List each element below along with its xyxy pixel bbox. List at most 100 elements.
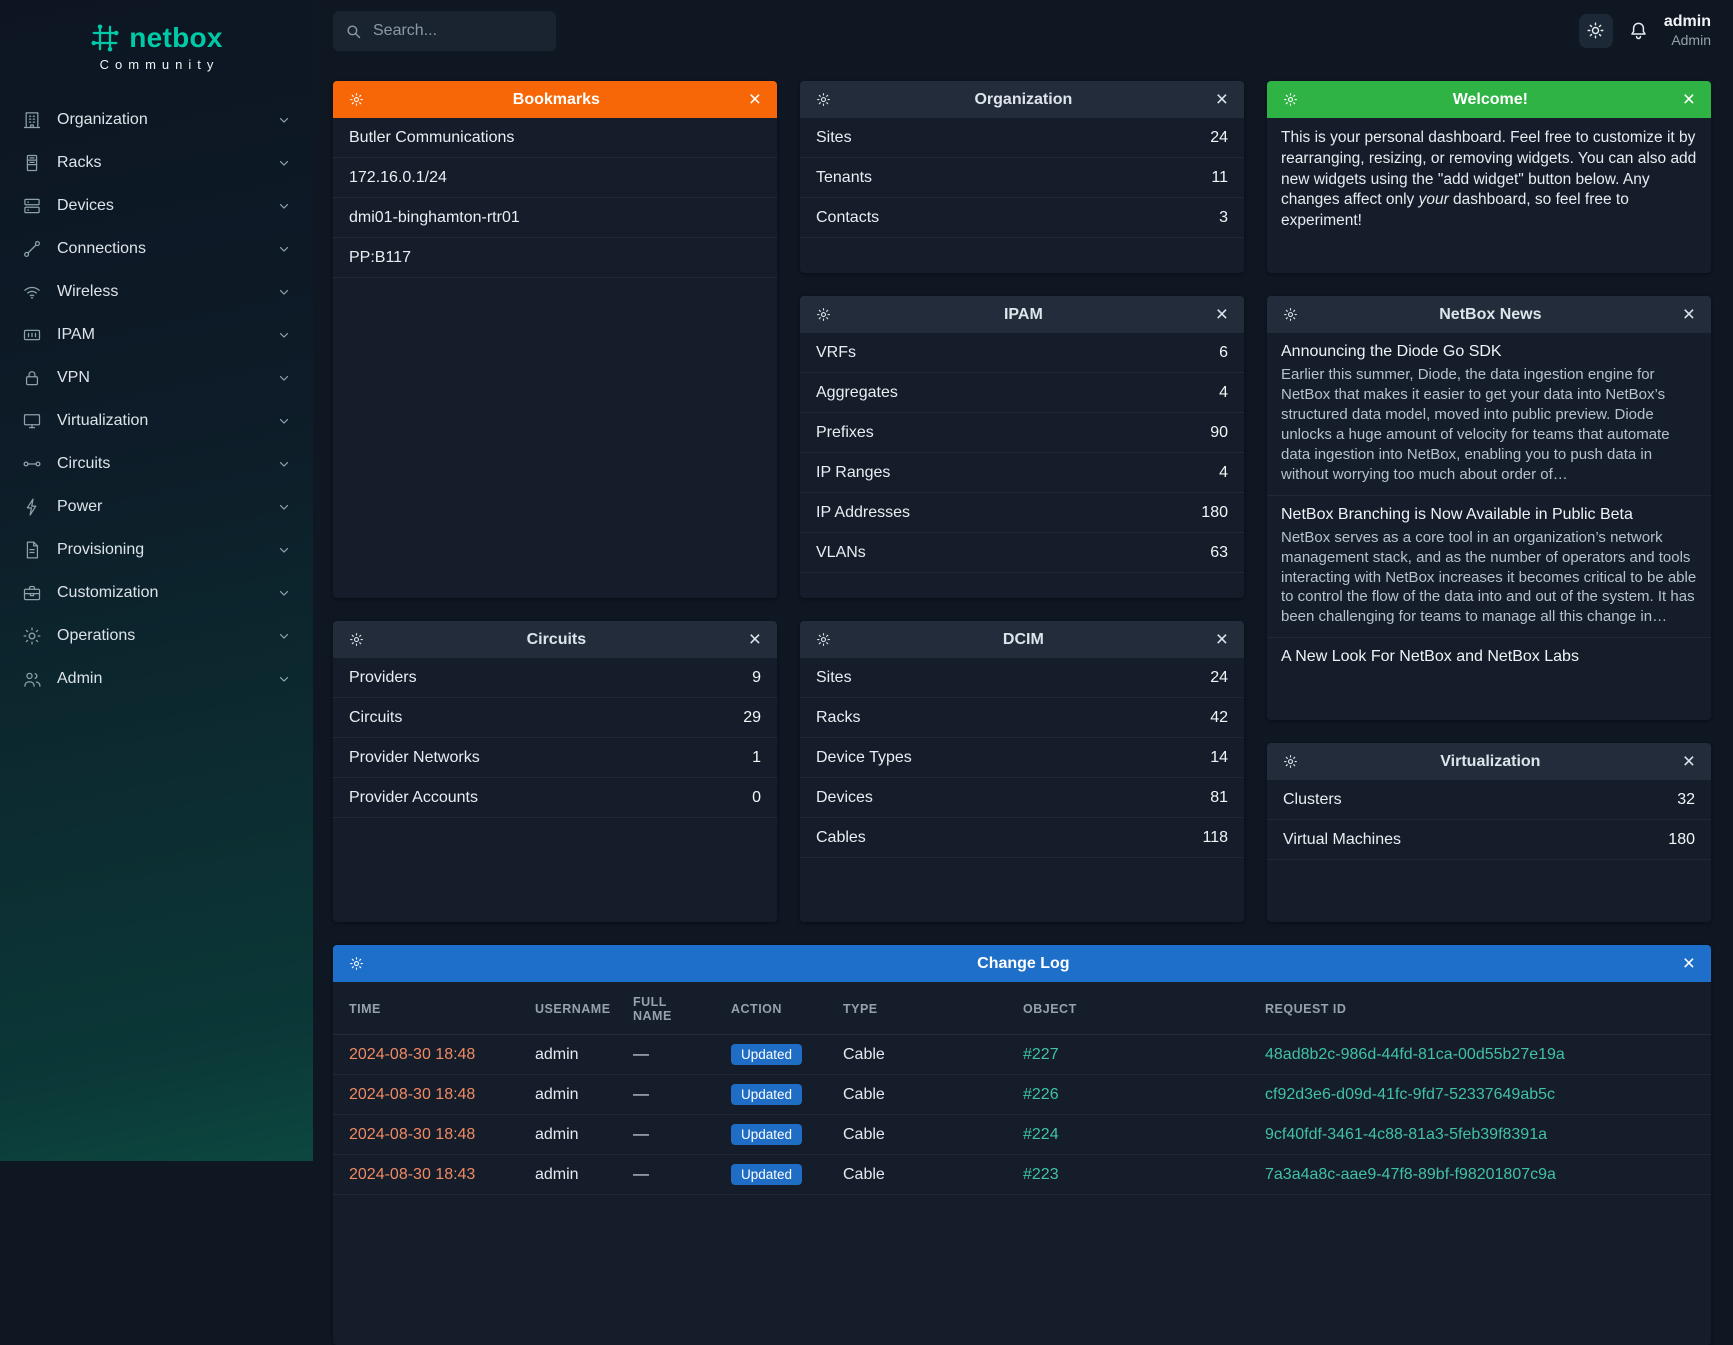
widget-close-icon[interactable]: × [1677, 949, 1701, 978]
widget-settings-gear-icon[interactable] [810, 628, 837, 651]
changelog-request-id-link[interactable]: 7a3a4a8c-aae9-47f8-89bf-f98201807c9a [1265, 1165, 1556, 1183]
widget-settings-gear-icon[interactable] [810, 88, 837, 111]
stat-label[interactable]: Racks [816, 708, 861, 726]
news-item-title[interactable]: A New Look For NetBox and NetBox Labs [1281, 648, 1579, 666]
stat-label[interactable]: Cables [816, 828, 866, 846]
stat-list: Clusters 32 Virtual Machines 180 [1267, 780, 1711, 922]
widget-title: Organization [974, 90, 1073, 108]
chevron-down-icon [277, 586, 291, 600]
widget-settings-gear-icon[interactable] [343, 88, 370, 111]
column-header: TIME [333, 982, 521, 1035]
sidebar-item-customization[interactable]: Customization [10, 573, 303, 612]
stat-value: 4 [1219, 463, 1228, 481]
stat-label[interactable]: Circuits [349, 708, 403, 726]
stat-value: 0 [752, 788, 761, 806]
sidebar-item-racks[interactable]: Racks [10, 143, 303, 182]
widget-settings-gear-icon[interactable] [1277, 88, 1304, 111]
changelog-time-link[interactable]: 2024-08-30 18:48 [349, 1125, 476, 1143]
news-item-title[interactable]: NetBox Branching is Now Available in Pub… [1281, 505, 1633, 523]
stat-label[interactable]: Provider Accounts [349, 788, 478, 806]
stat-row: Cables 118 [800, 818, 1244, 858]
widget-close-icon[interactable]: × [1210, 85, 1234, 114]
bookmark-link[interactable]: Butler Communications [333, 118, 777, 158]
changelog-request-id-link[interactable]: 48ad8b2c-986d-44fd-81ca-00d55b27e19a [1265, 1045, 1565, 1063]
sidebar-item-label: Operations [57, 626, 136, 644]
sidebar-item-label: Racks [57, 153, 102, 171]
theme-toggle-button[interactable] [1578, 13, 1613, 48]
document-icon [22, 540, 42, 560]
changelog-time-link[interactable]: 2024-08-30 18:48 [349, 1045, 476, 1063]
changelog-object-link[interactable]: #224 [1023, 1125, 1059, 1143]
widget-settings-gear-icon[interactable] [1277, 303, 1304, 326]
sidebar-item-organization[interactable]: Organization [10, 100, 303, 139]
sidebar-item-operations[interactable]: Operations [10, 616, 303, 655]
widget-close-icon[interactable]: × [1677, 85, 1701, 114]
changelog-time-link[interactable]: 2024-08-30 18:43 [349, 1165, 476, 1183]
changelog-username: admin [521, 1114, 619, 1155]
sidebar-item-power[interactable]: Power [10, 487, 303, 526]
widget-close-icon[interactable]: × [1677, 300, 1701, 329]
widget-close-icon[interactable]: × [1677, 747, 1701, 776]
widget-close-icon[interactable]: × [1210, 625, 1234, 654]
stat-label[interactable]: Sites [816, 668, 852, 686]
sidebar-item-virtualization[interactable]: Virtualization [10, 401, 303, 440]
stat-label[interactable]: Devices [816, 788, 873, 806]
changelog-object-link[interactable]: #227 [1023, 1045, 1059, 1063]
widget-close-icon[interactable]: × [1210, 300, 1234, 329]
sidebar-item-connections[interactable]: Connections [10, 229, 303, 268]
stat-label[interactable]: Provider Networks [349, 748, 480, 766]
stat-value: 29 [743, 708, 761, 726]
changelog-username: admin [521, 1074, 619, 1115]
widget-settings-gear-icon[interactable] [810, 303, 837, 326]
stat-label[interactable]: Tenants [816, 168, 873, 186]
bookmark-link[interactable]: dmi01-binghamton-rtr01 [333, 198, 777, 238]
widget-close-icon[interactable]: × [743, 625, 767, 654]
widget-settings-gear-icon[interactable] [343, 628, 370, 651]
search-icon [345, 23, 362, 40]
stat-label[interactable]: VRFs [816, 343, 856, 361]
notifications-bell-icon[interactable] [1628, 20, 1649, 41]
stat-label[interactable]: Clusters [1283, 790, 1342, 808]
bookmark-link[interactable]: 172.16.0.1/24 [333, 158, 777, 198]
stat-label[interactable]: Providers [349, 668, 417, 686]
chevron-down-icon [277, 457, 291, 471]
stat-label[interactable]: IP Ranges [816, 463, 891, 481]
widget-settings-gear-icon[interactable] [343, 952, 370, 975]
changelog-request-id-link[interactable]: 9cf40fdf-3461-4c88-81a3-5feb39f8391a [1265, 1125, 1547, 1143]
widget-close-icon[interactable]: × [743, 85, 767, 114]
stat-value: 4 [1219, 383, 1228, 401]
stat-label[interactable]: Device Types [816, 748, 912, 766]
sidebar-item-circuits[interactable]: Circuits [10, 444, 303, 483]
brand-logo[interactable]: netbox Community [0, 22, 313, 72]
bookmark-link[interactable]: PP:B117 [333, 238, 777, 278]
changelog-time-link[interactable]: 2024-08-30 18:48 [349, 1085, 476, 1103]
sidebar-item-provisioning[interactable]: Provisioning [10, 530, 303, 569]
sidebar-item-ipam[interactable]: IPAM [10, 315, 303, 354]
news-item-title[interactable]: Announcing the Diode Go SDK [1281, 343, 1502, 360]
changelog-object-link[interactable]: #223 [1023, 1165, 1059, 1183]
changelog-request-id-link[interactable]: cf92d3e6-d09d-41fc-9fd7-52337649ab5c [1265, 1085, 1556, 1103]
server-icon [22, 196, 42, 216]
widget-header: NetBox News × [1267, 296, 1711, 333]
stat-list: Providers 9 Circuits 29 Provider Networks 1… [333, 658, 777, 922]
user-menu[interactable]: admin Admin [1664, 13, 1711, 48]
stat-label[interactable]: IP Addresses [816, 503, 910, 521]
table-row: 2024-08-30 18:48 admin — Updated Cable #… [333, 1074, 1711, 1115]
stat-label[interactable]: Prefixes [816, 423, 874, 441]
sidebar-item-vpn[interactable]: VPN [10, 358, 303, 397]
sidebar-item-devices[interactable]: Devices [10, 186, 303, 225]
widget-settings-gear-icon[interactable] [1277, 750, 1304, 773]
stat-label[interactable]: Virtual Machines [1283, 830, 1401, 848]
stat-label[interactable]: VLANs [816, 543, 866, 561]
changelog-object-link[interactable]: #226 [1023, 1085, 1059, 1103]
dashboard: Bookmarks × Butler Communications 172.16… [333, 81, 1711, 1345]
stat-label[interactable]: Aggregates [816, 383, 898, 401]
search-input[interactable] [371, 21, 544, 41]
sidebar-item-admin[interactable]: Admin [10, 659, 303, 698]
widget-header: Circuits × [333, 621, 777, 658]
column-header: OBJECT [1009, 982, 1251, 1035]
stat-label[interactable]: Sites [816, 128, 852, 146]
stat-label[interactable]: Contacts [816, 208, 880, 226]
sidebar-item-wireless[interactable]: Wireless [10, 272, 303, 311]
user-name: admin [1663, 13, 1711, 31]
